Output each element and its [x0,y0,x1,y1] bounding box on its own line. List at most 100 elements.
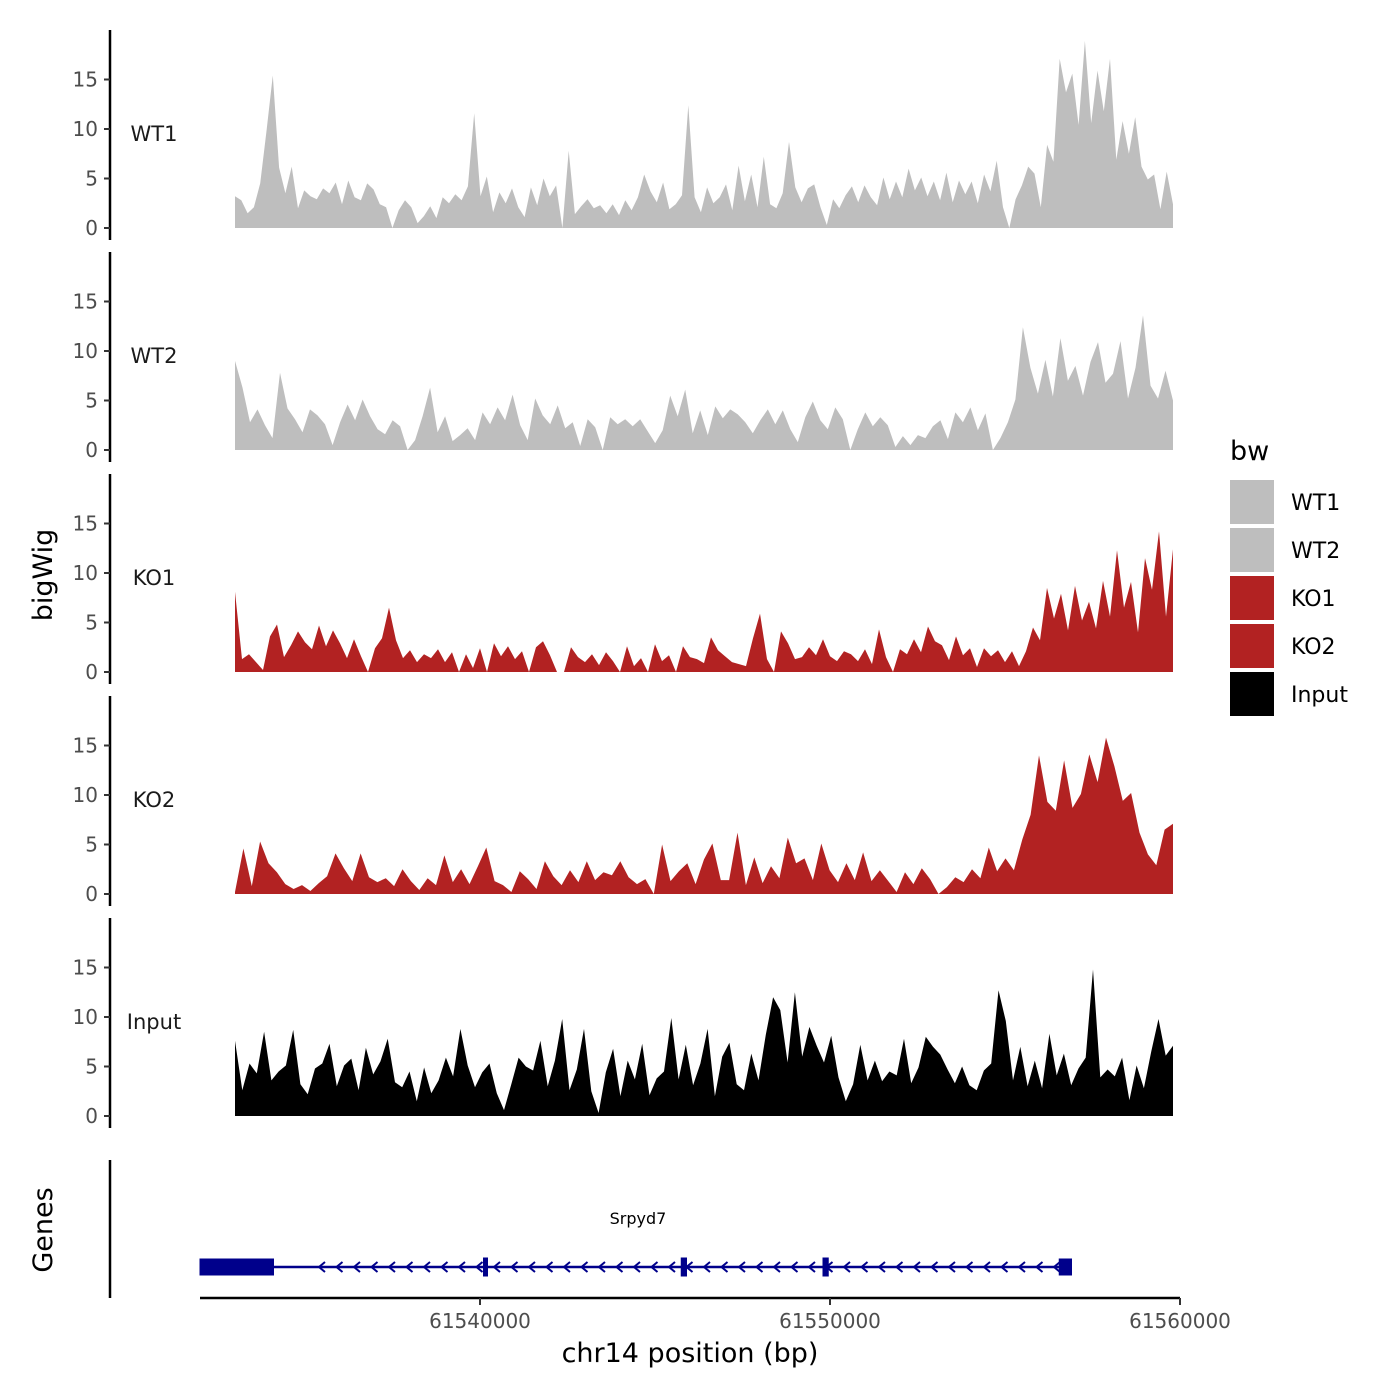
strand-arrow [912,1261,921,1273]
x-axis: 61540000 61550000 61560000 [200,1296,1231,1333]
track-wt1: 0 5 10 15 WT1 [73,30,1173,240]
strand-arrow [334,1261,344,1273]
strand-arrow [649,1261,659,1273]
signal-tracks: 0 5 10 15 WT1 0 5 10 15 WT2 0 5 10 15 KO1 0 5 10 15 KO2 0 5 10… [73,30,1173,1128]
gene-exon [199,1258,243,1276]
y-tick-label: 10 [73,561,98,585]
gene-exon [680,1257,687,1277]
y-tick-label: 15 [73,512,98,536]
x-axis-title: chr14 position (bp) [562,1338,819,1369]
y-tick-label: 5 [85,389,98,413]
y-tick-label: 0 [85,216,98,240]
y-tick-label: 10 [73,1005,98,1029]
strand-arrow [754,1261,764,1273]
legend: bw WT1 WT2 KO1 KO2 Input [1230,436,1348,716]
x-tick-label: 61560000 [1129,1309,1231,1333]
legend-swatch-wt2 [1230,528,1274,572]
track-input: 0 5 10 15 Input [73,918,1173,1128]
signal-area-ko1 [235,531,1173,672]
strand-arrow [597,1261,606,1273]
track-label-wt2: WT2 [131,344,178,368]
strand-arrow [1034,1261,1044,1273]
y-tick-label: 0 [85,1104,98,1128]
strand-arrow [929,1261,939,1273]
gene-exon [822,1257,829,1277]
y-tick-label: 10 [73,783,98,807]
legend-label-wt2: WT2 [1291,539,1340,564]
legend-label-wt1: WT1 [1291,491,1340,516]
y-tick-label: 15 [73,956,98,980]
legend-label-input: Input [1291,683,1348,708]
legend-title: bw [1230,436,1269,467]
strand-arrow [772,1261,781,1273]
strand-arrow [544,1261,554,1273]
track-label-input: Input [127,1010,181,1034]
strand-arrow [859,1261,869,1273]
strand-arrow [527,1261,536,1273]
y-tick-label: 5 [85,611,98,635]
y-axis-title: bigWig [28,529,59,622]
y-tick-label: 15 [73,68,98,92]
strand-arrow [632,1261,641,1273]
strand-arrow [352,1261,361,1273]
legend-swatch-ko1 [1230,576,1274,620]
strand-arrow [789,1261,799,1273]
strand-arrow [807,1261,816,1273]
legend-swatch-input [1230,672,1274,716]
strand-arrow [474,1261,484,1273]
y-tick-label: 5 [85,1055,98,1079]
strand-arrow [842,1261,851,1273]
track-label-wt1: WT1 [131,122,178,146]
strand-arrow [964,1261,974,1273]
strand-arrow [877,1261,886,1273]
track-label-ko2: KO2 [133,788,176,812]
strand-arrow [369,1261,379,1273]
strand-arrow [894,1261,904,1273]
strand-arrow [614,1261,624,1273]
track-label-ko1: KO1 [133,566,176,590]
track-ko1: 0 5 10 15 KO1 [73,474,1173,684]
y-tick-label: 15 [73,290,98,314]
signal-area-wt1 [235,40,1173,229]
strand-arrow [457,1261,466,1273]
genes-panel-title: Genes [28,1187,59,1272]
y-tick-label: 0 [85,660,98,684]
strand-arrow [667,1261,676,1273]
gene-exon [483,1257,488,1277]
strand-arrow [737,1261,746,1273]
legend-swatch-ko2 [1230,624,1274,668]
gene-name-label: Srpyd7 [610,1209,667,1228]
signal-area-ko2 [235,737,1173,894]
strand-arrow [702,1261,711,1273]
strand-arrow [1017,1261,1026,1273]
strand-arrow [947,1261,956,1273]
legend-label-ko2: KO2 [1291,635,1336,660]
strand-arrow [387,1261,396,1273]
strand-arrow [317,1261,326,1273]
signal-area-input [235,969,1173,1116]
strand-arrow [492,1261,501,1273]
legend-label-ko1: KO1 [1291,587,1336,612]
strand-arrow [982,1261,991,1273]
strand-arrow [439,1261,449,1273]
legend-swatch-wt1 [1230,480,1274,524]
y-tick-label: 10 [73,117,98,141]
signal-area-wt2 [235,315,1173,450]
strand-arrow [422,1261,431,1273]
y-tick-label: 0 [85,438,98,462]
gene-exon [241,1258,274,1276]
strand-arrow [999,1261,1009,1273]
strand-arrow [562,1261,571,1273]
y-tick-label: 0 [85,882,98,906]
strand-arrow [509,1261,519,1273]
track-ko2: 0 5 10 15 KO2 [73,696,1173,906]
x-tick-label: 61550000 [779,1309,881,1333]
y-tick-label: 10 [73,339,98,363]
x-tick-label: 61540000 [429,1309,531,1333]
gene-exon [1058,1258,1072,1276]
track-wt2: 0 5 10 15 WT2 [73,252,1173,462]
gene-track: Srpyd7 [108,1160,1072,1298]
y-tick-label: 15 [73,734,98,758]
strand-arrow [404,1261,414,1273]
